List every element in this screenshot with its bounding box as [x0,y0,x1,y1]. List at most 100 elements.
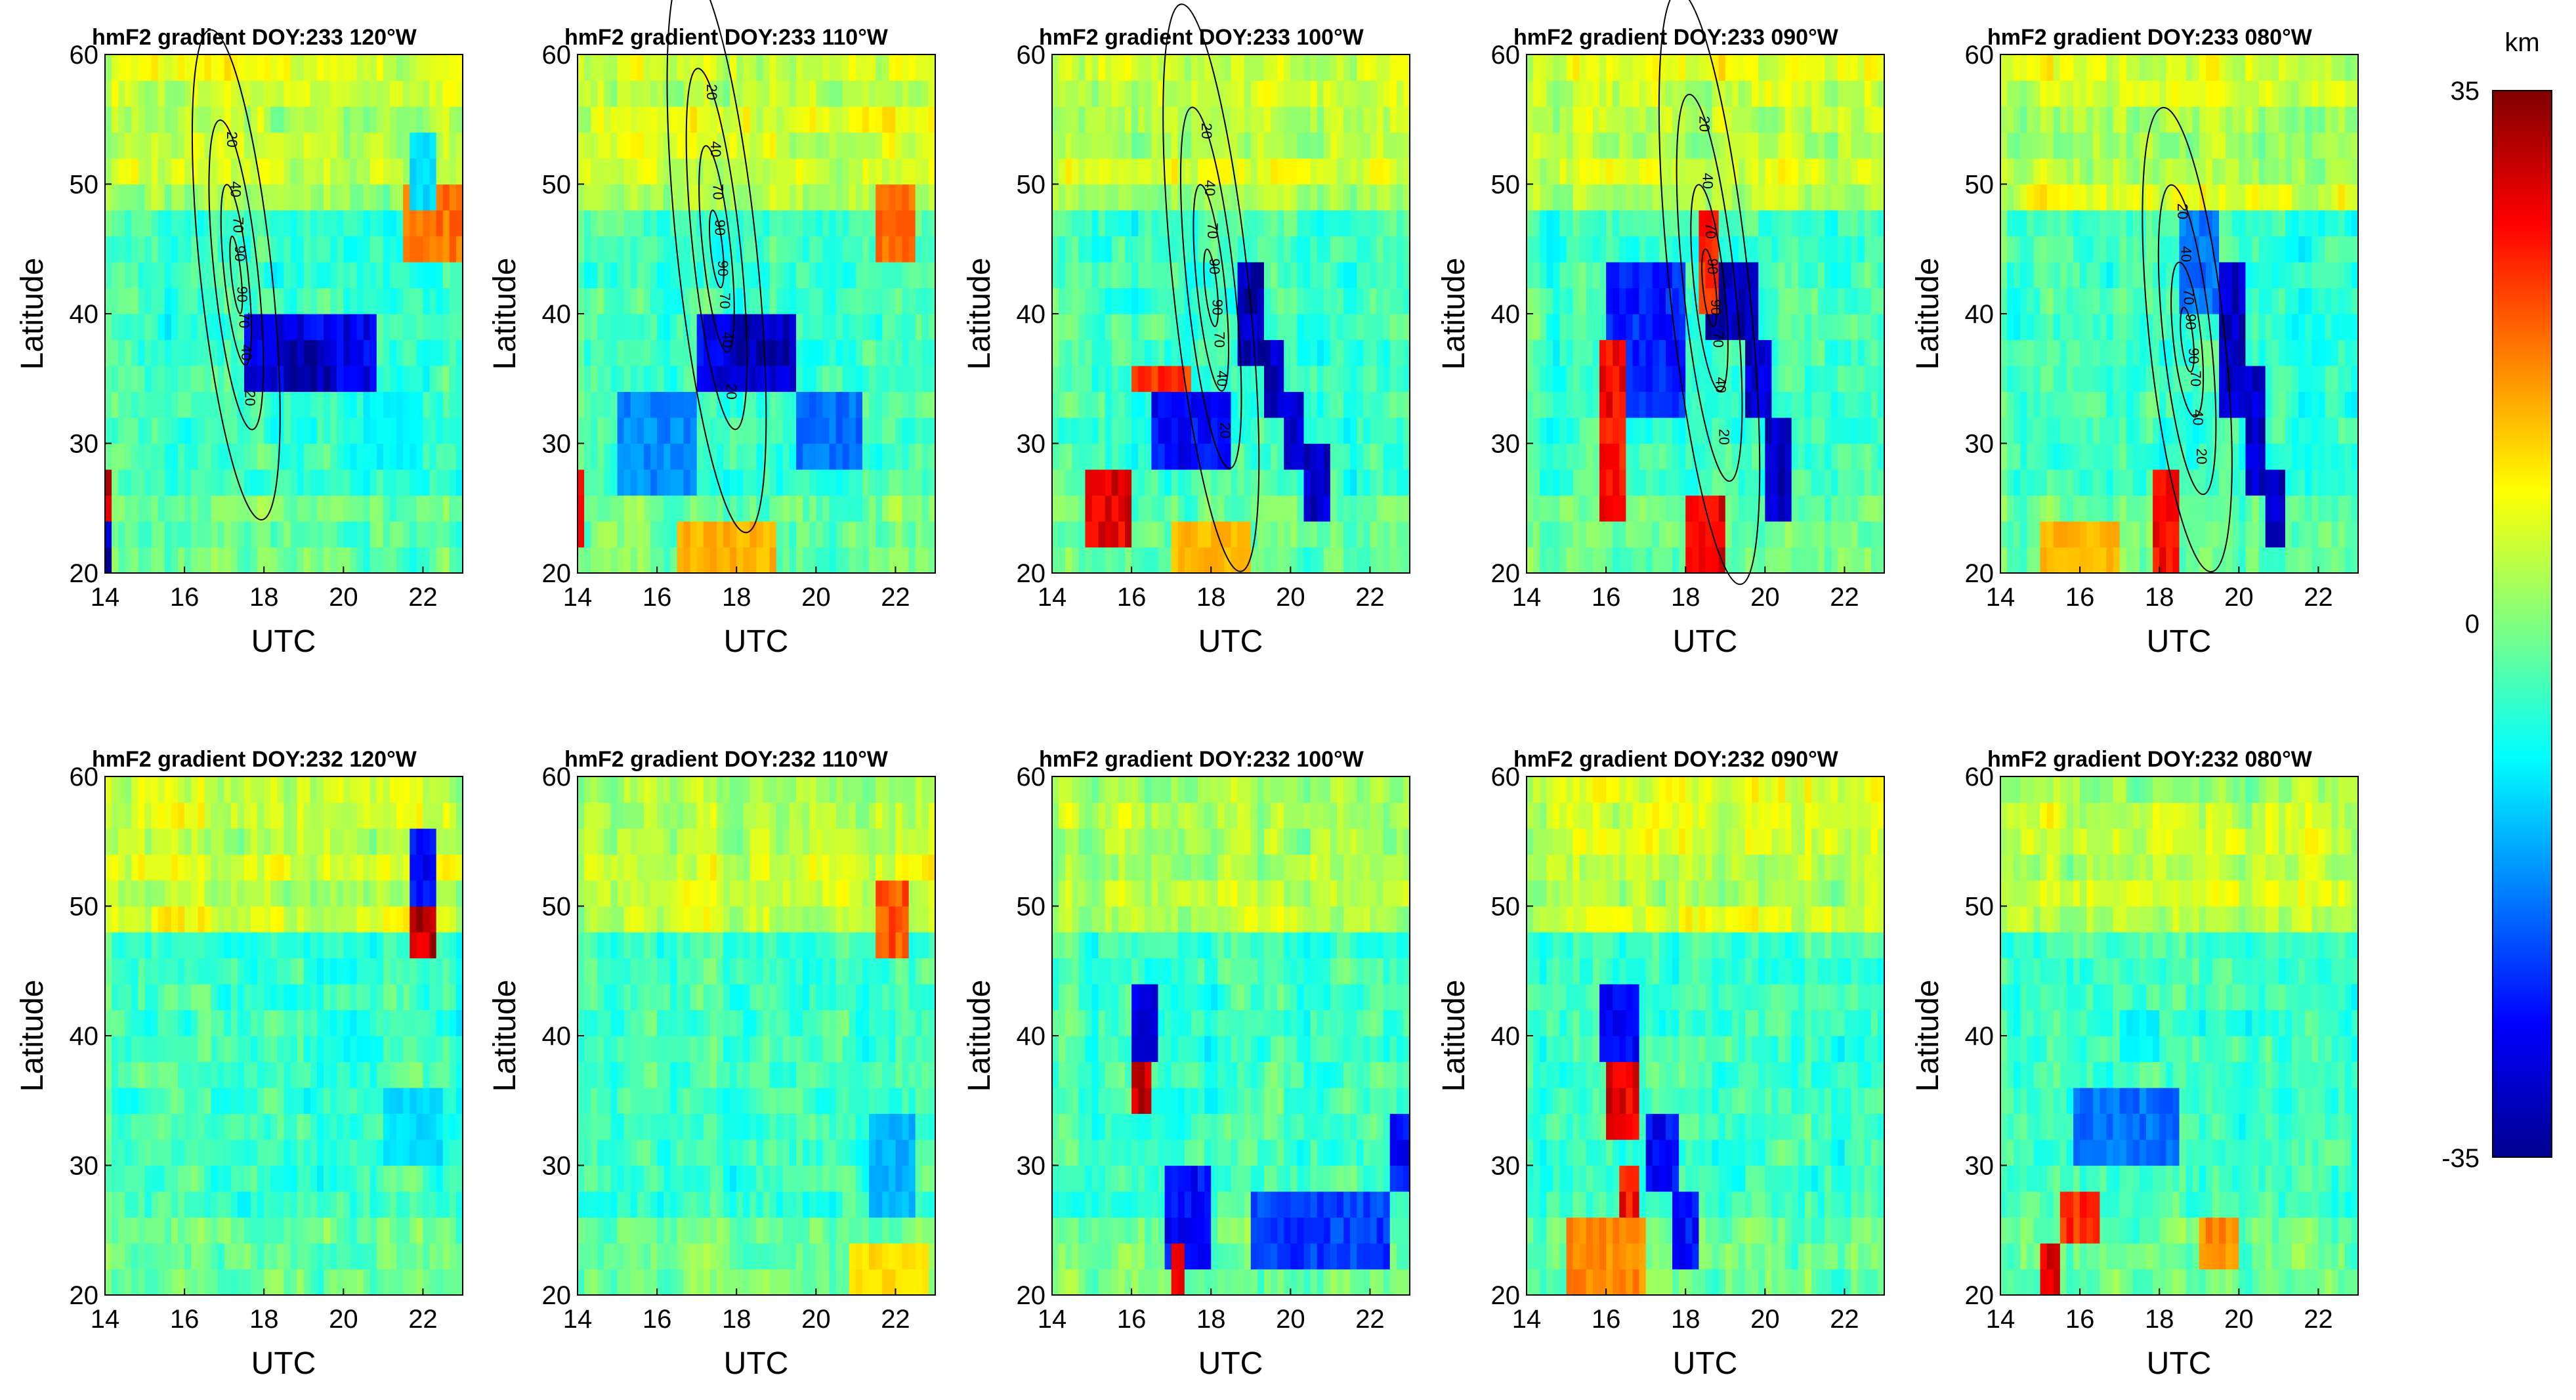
heatmap-cell [2014,443,2021,470]
heatmap-cell [198,210,205,237]
heatmap-cell [125,391,132,418]
heatmap-cell [1263,184,1271,211]
heatmap-cell [1171,391,1179,418]
heatmap-cell [1343,132,1351,159]
contour-line [208,119,264,431]
heatmap-cell [1778,521,1786,548]
heatmap-cell [610,521,618,548]
heatmap-cell [230,547,238,574]
heatmap-cell [151,184,159,211]
heatmap-cell [1125,443,1132,470]
heatmap-cell [1317,469,1324,496]
heatmap-cell [889,210,897,237]
heatmap-cell [1284,469,1291,496]
heatmap-cell [1731,417,1739,444]
heatmap-cell [677,443,685,470]
x-axis-label: UTC [1673,624,1738,659]
heatmap-cell [716,547,724,574]
heatmap-cell [1592,262,1600,289]
heatmap-cell [617,495,625,522]
heatmap-cell [363,132,371,159]
heatmap-cell [389,417,397,444]
heatmap-cell [2033,339,2041,366]
heatmap-cell [1639,547,1647,574]
contour-label: 20 [704,84,720,100]
heatmap-cell [2106,391,2114,418]
heatmap-cell [1131,287,1139,314]
heatmap-cell [703,262,711,289]
heatmap-cell [1125,469,1132,496]
heatmap-cell [1527,366,1534,392]
heatmap-cell [1350,417,1357,444]
heatmap-cell [584,391,591,418]
heatmap-cell [449,391,457,418]
heatmap-cell [1553,184,1561,211]
heatmap-cell [928,80,936,107]
heatmap-cell [230,287,238,314]
heatmap-cell [1396,236,1404,263]
heatmap-cell [637,339,644,366]
heatmap-cell [1864,443,1872,470]
heatmap-cell [277,547,285,574]
heatmap-cell [835,184,843,211]
heatmap-cell [769,469,777,496]
heatmap-cell [1645,262,1653,289]
heatmap-cell [1336,547,1344,574]
heatmap-cell [928,236,936,263]
heatmap-cell [455,210,463,237]
heatmap-cell [1738,262,1746,289]
heatmap-cell [756,443,764,470]
heatmap-cell [1065,80,1072,107]
heatmap-cell [597,469,604,496]
heatmap-cell [1613,547,1620,574]
heatmap-cell [1838,132,1846,159]
heatmap-cell [449,54,457,81]
heatmap-cell [1725,314,1733,341]
heatmap-cell [383,495,391,522]
heatmap-cell [310,443,318,470]
heatmap-cell [1818,54,1825,81]
heatmap-cell [1857,158,1865,185]
heatmap-cell [1731,262,1739,289]
heatmap-cell [803,547,810,574]
heatmap-cell [1825,521,1832,548]
heatmap-cell [597,80,604,107]
heatmap-cell [769,184,777,211]
heatmap-cell [1389,287,1397,314]
heatmap-cell [1059,262,1066,289]
heatmap-cell [2106,417,2114,444]
heatmap-cell [1389,366,1397,392]
heatmap-cell [1184,132,1192,159]
heatmap-cell [1692,443,1699,470]
heatmap-cell [1263,132,1271,159]
heatmap-cell [1857,339,1865,366]
heatmap-cell [125,80,132,107]
heatmap-cell [370,495,377,522]
heatmap-cell [1825,495,1832,522]
heatmap-cell [396,184,404,211]
heatmap-cell [1290,417,1298,444]
heatmap-cell [1804,132,1812,159]
heatmap-cell [2132,443,2140,470]
heatmap-cell [902,80,910,107]
heatmap-cell [835,443,843,470]
heatmap-cell [1257,132,1265,159]
heatmap-cell [2192,443,2200,470]
heatmap-cell [855,184,863,211]
heatmap-cell [429,210,437,237]
heatmap-cell [643,80,651,107]
heatmap-cell [1844,314,1852,341]
heatmap-cell [2146,495,2153,522]
heatmap-cell [882,417,889,444]
heatmap-cell [2344,391,2352,418]
heatmap-cell [1784,132,1792,159]
heatmap-cell [591,391,598,418]
heatmap-cell [1811,54,1819,81]
heatmap-cell [650,287,658,314]
heatmap-cell [889,495,897,522]
heatmap-cell [1105,469,1112,496]
heatmap-cell [1383,469,1391,496]
heatmap-cell [1870,210,1878,237]
heatmap-cell [1592,443,1600,470]
heatmap-cell [1784,547,1792,574]
